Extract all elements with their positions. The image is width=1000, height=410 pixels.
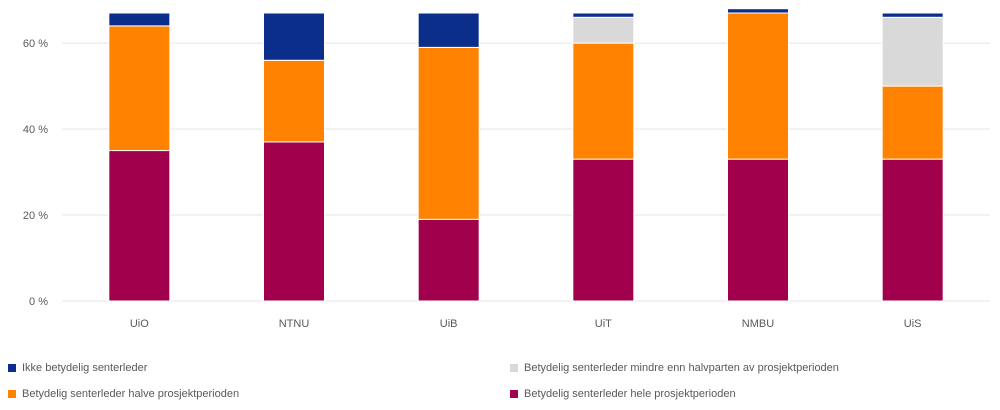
x-axis: UiO NTNU UiB UiT NMBU UiS — [130, 318, 922, 330]
gridlines — [62, 42, 990, 302]
bar-segment — [727, 158, 789, 302]
x-tick-label: UiS — [904, 318, 922, 330]
y-tick-label: 0 % — [29, 296, 48, 308]
x-tick-label: UiT — [595, 318, 612, 330]
legend-item-mindre-enn-halvparten: Betydelig senterleder mindre enn halvpar… — [510, 362, 839, 374]
bar-segment — [881, 85, 944, 160]
bar-segment — [417, 46, 480, 220]
bar-segment — [727, 8, 789, 14]
bar-segment — [881, 158, 944, 302]
bar-segment — [881, 12, 944, 18]
x-tick-label: NMBU — [742, 318, 774, 330]
bar-segment — [572, 16, 635, 44]
legend-item-hele-perioden: Betydelig senterleder hele prosjektperio… — [510, 388, 736, 400]
bar-segment — [572, 158, 635, 302]
legend-item-halve-perioden: Betydelig senterleder halve prosjektperi… — [8, 388, 239, 400]
y-tick-label: 60 % — [23, 38, 48, 50]
legend-item-ikke-betydelig: Ikke betydelig senterleder — [8, 362, 147, 374]
bar-segment — [108, 150, 171, 302]
y-axis: 0 % 20 % 40 % 60 % — [23, 38, 48, 308]
legend-label: Betydelig senterleder hele prosjektperio… — [524, 388, 736, 400]
bar-segment — [417, 218, 480, 302]
bars — [108, 8, 944, 302]
bar-segment — [263, 59, 325, 143]
bar-segment — [572, 42, 635, 160]
x-tick-label: NTNU — [279, 318, 310, 330]
bar-segment — [417, 12, 480, 48]
legend-label: Betydelig senterleder halve prosjektperi… — [22, 388, 240, 400]
bar-segment — [881, 16, 944, 87]
x-tick-label: UiO — [130, 318, 149, 330]
bar-segment — [108, 12, 171, 27]
legend-swatch — [8, 364, 16, 372]
bar-segment — [727, 12, 789, 160]
legend-swatch — [510, 364, 518, 372]
y-tick-label: 40 % — [23, 124, 48, 136]
legend-swatch — [8, 390, 16, 398]
bar-segment — [263, 141, 325, 302]
legend-swatch — [510, 390, 518, 398]
legend-label: Ikke betydelig senterleder — [22, 362, 148, 374]
legend-label: Betydelig senterleder mindre enn halvpar… — [524, 362, 839, 374]
bar-segment — [263, 12, 325, 61]
bar-segment — [108, 25, 171, 152]
x-tick-label: UiB — [440, 318, 458, 330]
bar-segment — [572, 12, 635, 18]
y-tick-label: 20 % — [23, 210, 48, 222]
